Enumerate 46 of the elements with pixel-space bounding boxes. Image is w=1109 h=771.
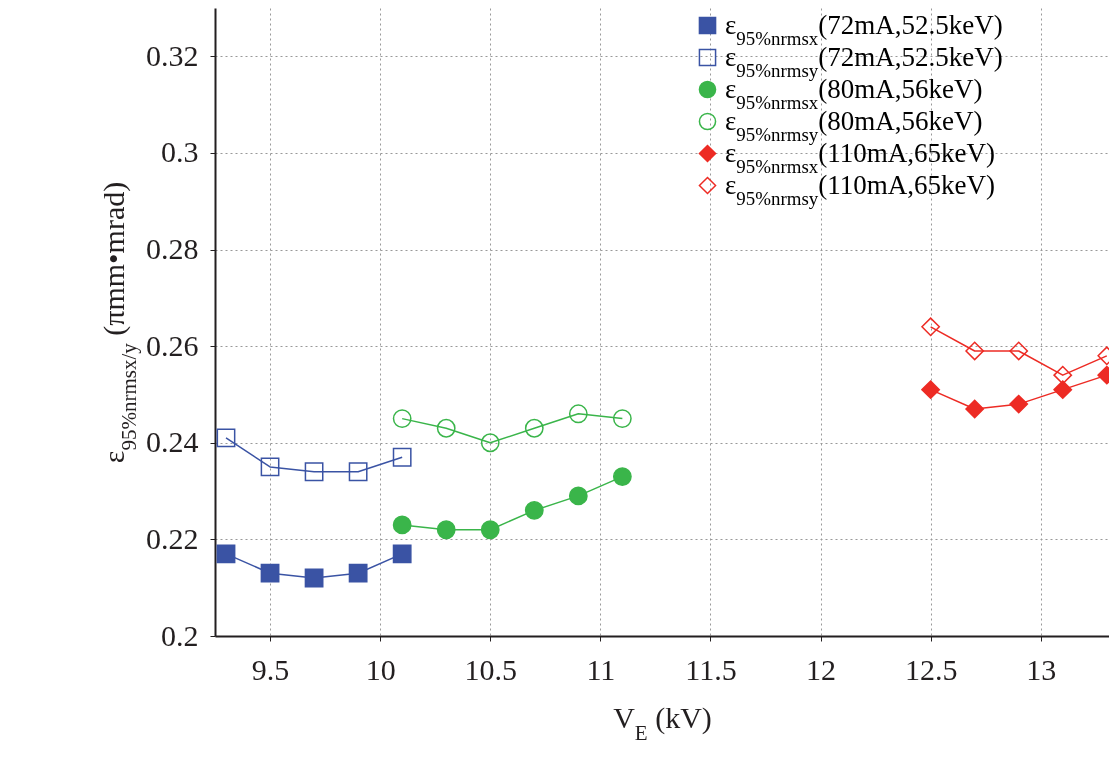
y-tick-label: 0.26 — [146, 328, 199, 362]
point — [480, 520, 500, 540]
y-tick-label: 0.2 — [161, 618, 199, 652]
x-tick-label: 10.5 — [464, 652, 517, 686]
x-tick-label: 12.5 — [904, 652, 958, 686]
point — [965, 399, 985, 419]
point — [965, 341, 985, 361]
y-tick-label: 0.22 — [146, 521, 199, 555]
x-tick-label: 12 — [806, 652, 837, 686]
point — [348, 563, 368, 583]
point — [392, 515, 412, 535]
point — [568, 404, 588, 424]
point — [348, 462, 368, 482]
point — [392, 544, 412, 564]
point — [921, 317, 941, 337]
point — [612, 409, 632, 429]
point — [216, 544, 236, 564]
x-tick-label: 10 — [365, 652, 396, 686]
point — [612, 467, 632, 486]
point — [1009, 341, 1029, 361]
y-tick-label: 0.32 — [146, 38, 199, 72]
point — [216, 428, 236, 448]
x-tick-label: 11 — [586, 652, 616, 686]
point — [480, 433, 500, 453]
point — [392, 409, 412, 429]
x-tick-label: 13 — [1026, 652, 1057, 686]
point — [260, 457, 280, 477]
point — [524, 501, 544, 520]
point — [1009, 394, 1029, 414]
point — [524, 418, 544, 438]
x-axis-title: V$_{E}$ (kV) — [613, 700, 712, 745]
point — [921, 380, 941, 400]
y-tick-label: 0.28 — [146, 232, 199, 266]
point — [260, 563, 280, 583]
point — [568, 486, 588, 506]
point — [1053, 380, 1073, 400]
point — [304, 568, 324, 588]
point — [436, 418, 456, 438]
point — [392, 447, 412, 467]
x-tick-label: 9.5 — [251, 652, 290, 686]
y-tick-label: 0.24 — [146, 425, 199, 459]
point — [436, 520, 456, 540]
x-tick-label: 11.5 — [685, 652, 737, 686]
y-tick-label: 0.3 — [161, 135, 199, 169]
point — [1053, 365, 1073, 385]
point — [304, 462, 324, 482]
